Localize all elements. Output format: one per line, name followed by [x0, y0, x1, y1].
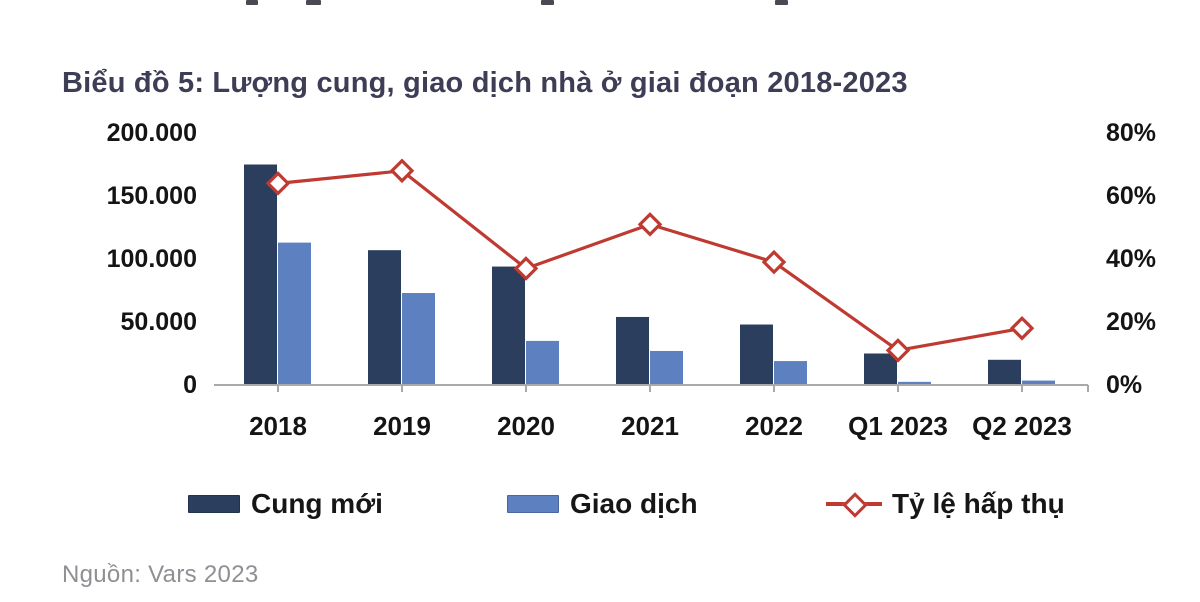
chart-title: Biểu đồ 5: Lượng cung, giao dịch nhà ở g…	[62, 67, 908, 100]
bar-cung-moi-2018	[244, 164, 277, 385]
legend-item-cung-moi: Cung mới	[188, 487, 383, 521]
line-marker-Q1 2023	[885, 338, 911, 363]
bar-giao-dich-2018	[278, 242, 311, 385]
legend-item-giao-dich: Giao dịch	[507, 487, 698, 521]
bar-giao-dich-Q2 2023	[1022, 380, 1055, 385]
bar-cung-moi-2020	[492, 266, 525, 385]
bar-cung-moi-Q1 2023	[864, 353, 897, 385]
y-axis-left-tick-label: 0	[183, 371, 197, 399]
legend-swatch-light-bar	[507, 495, 559, 513]
line-marker-2020	[513, 256, 539, 281]
bar-giao-dich-2019	[402, 293, 435, 385]
y-axis-left-tick-label: 150.000	[106, 182, 197, 210]
x-axis-category-label: Q1 2023	[848, 411, 948, 441]
bar-cung-moi-Q2 2023	[988, 359, 1021, 385]
y-axis-left-tick-label: 50.000	[120, 308, 197, 336]
y-axis-left-tick-label: 200.000	[106, 119, 197, 147]
bar-giao-dich-2021	[650, 350, 683, 385]
legend-item-ty-le-hap-thu: Tỷ lệ hấp thụ	[826, 487, 1065, 521]
x-axis-category-label: 2022	[745, 411, 803, 441]
line-marker-2019	[389, 158, 415, 184]
legend-line-marker-icon	[826, 492, 882, 518]
y-axis-right-tick-label: 20%	[1106, 308, 1157, 336]
chart-legend: Cung mới Giao dịch Tỷ lệ hấp thụ	[0, 487, 1200, 529]
y-axis-left-tick-label: 100.000	[106, 245, 197, 273]
line-marker-2022	[761, 249, 787, 275]
legend-label: Giao dịch	[570, 488, 698, 519]
legend-label: Tỷ lệ hấp thụ	[892, 488, 1065, 519]
source-note: Nguồn: Vars 2023	[62, 561, 259, 588]
cropped-text-fragment	[306, 0, 321, 5]
y-axis-right-tick-label: 60%	[1106, 182, 1157, 210]
bar-giao-dich-2020	[526, 340, 559, 385]
x-axis-category-label: Q2 2023	[972, 411, 1072, 441]
x-axis-category-label: 2019	[373, 411, 431, 441]
y-axis-right-tick-label: 40%	[1106, 245, 1157, 273]
cropped-text-fragment	[541, 0, 554, 5]
line-marker-2018	[265, 171, 291, 196]
line-marker-2021	[637, 212, 663, 237]
legend-label: Cung mới	[251, 488, 383, 519]
y-axis-right-tick-label: 80%	[1106, 119, 1157, 147]
legend-swatch-dark-bar	[188, 495, 240, 513]
bar-cung-moi-2019	[368, 250, 401, 385]
line-marker-Q2 2023	[1009, 316, 1035, 341]
cropped-text-fragment	[775, 0, 788, 5]
x-axis-category-label: 2020	[497, 411, 555, 441]
x-axis-category-label: 2021	[621, 411, 679, 441]
bar-cung-moi-2021	[616, 316, 649, 385]
x-axis-category-label: 2018	[249, 411, 307, 441]
bar-cung-moi-2022	[740, 324, 773, 385]
bar-giao-dich-2022	[774, 361, 807, 385]
cropped-text-fragment	[246, 0, 258, 5]
bar-giao-dich-Q1 2023	[898, 381, 931, 385]
y-axis-right-tick-label: 0%	[1106, 371, 1143, 399]
